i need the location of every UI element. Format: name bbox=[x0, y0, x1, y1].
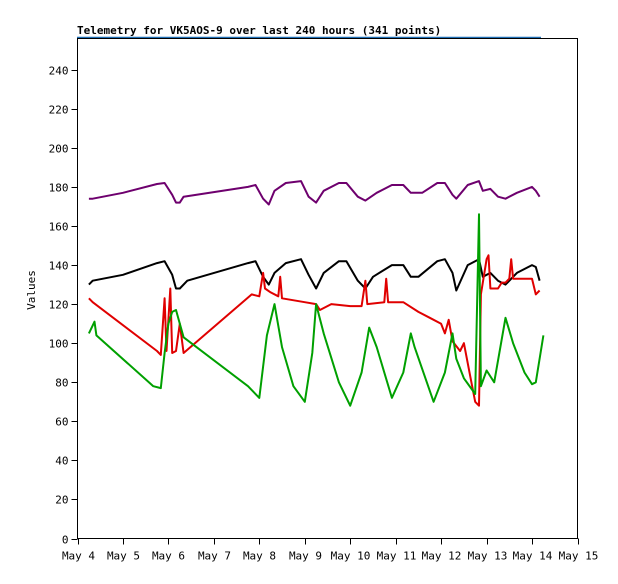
x-tick-label: May 4 bbox=[62, 550, 95, 563]
plot-area-frame bbox=[77, 38, 578, 539]
x-tick-label: May 8 bbox=[243, 550, 276, 563]
series-line-2 bbox=[88, 258, 541, 292]
x-tick-label: May 10 bbox=[331, 550, 371, 563]
y-tick-label: 40 bbox=[55, 455, 68, 468]
series-layer bbox=[87, 180, 545, 407]
series-line-1 bbox=[88, 180, 541, 206]
series-line-4 bbox=[87, 213, 545, 407]
y-tick-label: 20 bbox=[55, 494, 68, 507]
y-tick-label: 180 bbox=[49, 182, 69, 195]
x-tick-label: May 6 bbox=[152, 550, 185, 563]
y-tick-label: 60 bbox=[55, 416, 68, 429]
y-tick-label: 200 bbox=[49, 143, 69, 156]
y-tick-label: 120 bbox=[49, 299, 69, 312]
y-axis: 0 20 40 60 80 100 120 140 160 180 200 220 240 bbox=[49, 65, 78, 547]
x-tick-label: May 7 bbox=[198, 550, 231, 563]
y-tick-label: 140 bbox=[49, 260, 69, 273]
x-tick-label: May 5 bbox=[107, 550, 140, 563]
x-tick-label: May 11 bbox=[377, 550, 417, 563]
x-tick-label: May 13 bbox=[468, 550, 508, 563]
x-tick-label: May 15 bbox=[559, 550, 599, 563]
x-tick-label: May 14 bbox=[513, 550, 553, 563]
y-tick-label: 80 bbox=[55, 377, 68, 390]
y-tick-label: 160 bbox=[49, 221, 69, 234]
y-tick-label: 240 bbox=[49, 65, 69, 78]
x-tick-label: May 9 bbox=[289, 550, 322, 563]
chart-title: Telemetry for VK5AOS-9 over last 240 hou… bbox=[77, 24, 441, 37]
y-tick-label: 220 bbox=[49, 104, 69, 117]
y-tick-label: 0 bbox=[62, 534, 69, 547]
y-tick-label: 100 bbox=[49, 338, 69, 351]
y-axis-label: Values bbox=[25, 270, 38, 310]
x-tick-label: May 12 bbox=[422, 550, 462, 563]
x-axis: May 4 May 5 May 6 May 7 May 8 May 9 May 10 May … bbox=[62, 538, 599, 563]
